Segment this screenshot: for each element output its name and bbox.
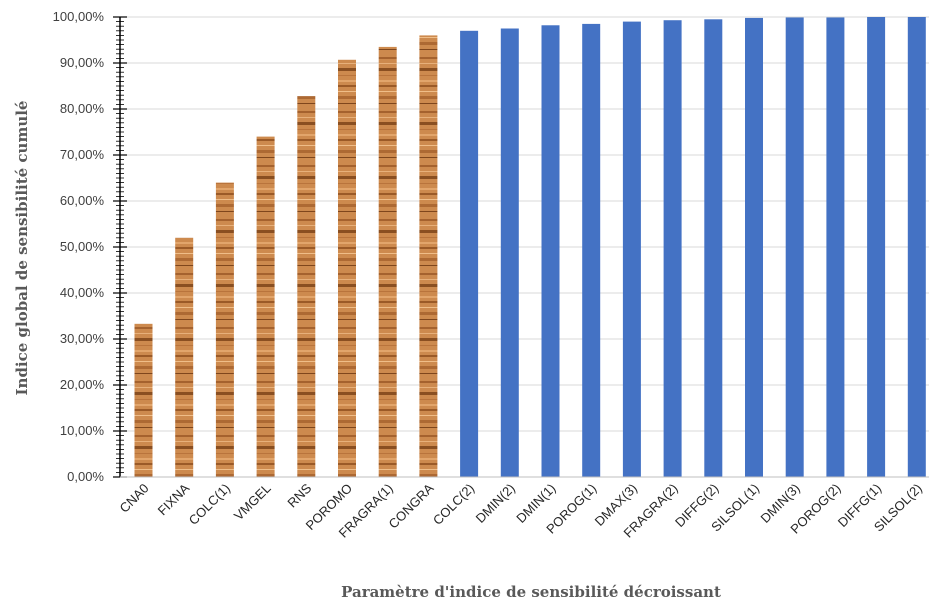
y-tick-label: 20,00% [60, 377, 105, 392]
bar [622, 21, 641, 477]
x-tick-label: CONGRA [386, 480, 437, 531]
bar [419, 35, 438, 478]
x-tick-label: DMIN(2) [473, 481, 518, 526]
y-tick-label: 70,00% [60, 147, 105, 162]
bar [907, 17, 926, 477]
bar [500, 28, 519, 477]
bar [460, 30, 479, 478]
y-axis-title: Indice global de sensibilité cumulé [13, 101, 31, 396]
bar [338, 59, 356, 477]
bar [297, 96, 316, 478]
axes [113, 16, 929, 478]
bar [785, 17, 804, 478]
x-tick-label: VMGEL [231, 481, 274, 524]
bar [256, 136, 275, 477]
y-tick-label: 100,00% [53, 9, 105, 24]
y-tick-label: 40,00% [60, 285, 105, 300]
gridlines [120, 16, 929, 432]
x-tick-label: COLC(2) [430, 481, 477, 528]
bars [134, 17, 926, 478]
x-tick-label: COLC(1) [186, 481, 233, 528]
bar [663, 20, 682, 477]
y-tick-label: 60,00% [60, 193, 105, 208]
bar [867, 17, 886, 477]
bar [541, 25, 560, 478]
bar [745, 17, 763, 477]
x-tick-label: CNA0 [116, 481, 151, 516]
y-tick-label: 30,00% [60, 331, 105, 346]
bar [582, 23, 601, 478]
y-tick-label: 10,00% [60, 423, 105, 438]
y-tick-label: 90,00% [60, 55, 105, 70]
y-tick-label: 0,00% [67, 469, 104, 484]
x-tick-label: RNS [284, 480, 314, 510]
bar [175, 237, 194, 477]
bar [378, 46, 397, 478]
bar [134, 323, 153, 477]
y-tick-label: 80,00% [60, 101, 105, 116]
y-tick-label: 50,00% [60, 239, 105, 254]
bar [215, 182, 234, 477]
x-tick-label: FIXNA [155, 480, 193, 518]
x-axis-title: Paramètre d'indice de sensibilité décroi… [341, 583, 721, 601]
bar [704, 19, 723, 478]
bar [826, 17, 845, 478]
